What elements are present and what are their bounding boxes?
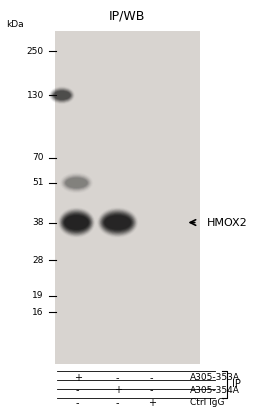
Ellipse shape bbox=[54, 91, 70, 100]
Text: 19: 19 bbox=[32, 291, 44, 300]
Ellipse shape bbox=[100, 210, 135, 235]
Text: A305-353A: A305-353A bbox=[190, 373, 240, 382]
Text: -: - bbox=[150, 385, 153, 395]
Text: -: - bbox=[150, 373, 153, 383]
Text: -: - bbox=[116, 373, 119, 383]
Text: HMOX2: HMOX2 bbox=[207, 218, 248, 228]
Text: 130: 130 bbox=[27, 91, 44, 100]
Ellipse shape bbox=[50, 87, 74, 103]
Text: 38: 38 bbox=[32, 218, 44, 227]
Ellipse shape bbox=[60, 210, 93, 235]
Ellipse shape bbox=[59, 209, 94, 236]
Ellipse shape bbox=[64, 215, 89, 231]
FancyBboxPatch shape bbox=[55, 31, 200, 365]
Ellipse shape bbox=[66, 178, 87, 188]
Text: IP/WB: IP/WB bbox=[109, 10, 146, 23]
Ellipse shape bbox=[51, 88, 73, 102]
Text: 51: 51 bbox=[32, 178, 44, 187]
Ellipse shape bbox=[65, 177, 89, 189]
Ellipse shape bbox=[64, 176, 89, 190]
Ellipse shape bbox=[51, 89, 73, 102]
Ellipse shape bbox=[104, 215, 131, 230]
Ellipse shape bbox=[58, 208, 94, 237]
Text: 70: 70 bbox=[32, 153, 44, 163]
Ellipse shape bbox=[52, 90, 71, 101]
Text: -: - bbox=[76, 398, 79, 408]
Ellipse shape bbox=[63, 176, 90, 190]
Ellipse shape bbox=[104, 215, 132, 231]
Ellipse shape bbox=[99, 209, 137, 236]
Text: 28: 28 bbox=[33, 255, 44, 265]
Text: +: + bbox=[74, 373, 82, 383]
Text: Ctrl IgG: Ctrl IgG bbox=[190, 398, 225, 407]
Ellipse shape bbox=[98, 208, 137, 237]
Text: -: - bbox=[76, 385, 79, 395]
Ellipse shape bbox=[62, 213, 91, 232]
Ellipse shape bbox=[99, 210, 136, 235]
Ellipse shape bbox=[60, 210, 93, 235]
Ellipse shape bbox=[64, 215, 89, 230]
Text: +: + bbox=[114, 385, 122, 395]
Text: A305-354A: A305-354A bbox=[190, 386, 240, 395]
Text: 16: 16 bbox=[32, 308, 44, 317]
Ellipse shape bbox=[101, 212, 134, 233]
Ellipse shape bbox=[52, 89, 72, 102]
Ellipse shape bbox=[52, 89, 72, 101]
Text: -: - bbox=[116, 398, 119, 408]
Ellipse shape bbox=[53, 90, 71, 100]
Ellipse shape bbox=[61, 211, 92, 234]
Ellipse shape bbox=[101, 211, 135, 234]
Text: kDa: kDa bbox=[6, 20, 24, 29]
Text: IP: IP bbox=[231, 379, 240, 389]
Ellipse shape bbox=[102, 213, 133, 232]
Text: 250: 250 bbox=[27, 47, 44, 56]
Ellipse shape bbox=[63, 214, 90, 231]
Ellipse shape bbox=[65, 177, 88, 189]
Ellipse shape bbox=[62, 212, 91, 233]
Text: +: + bbox=[147, 398, 156, 408]
Ellipse shape bbox=[103, 214, 132, 231]
